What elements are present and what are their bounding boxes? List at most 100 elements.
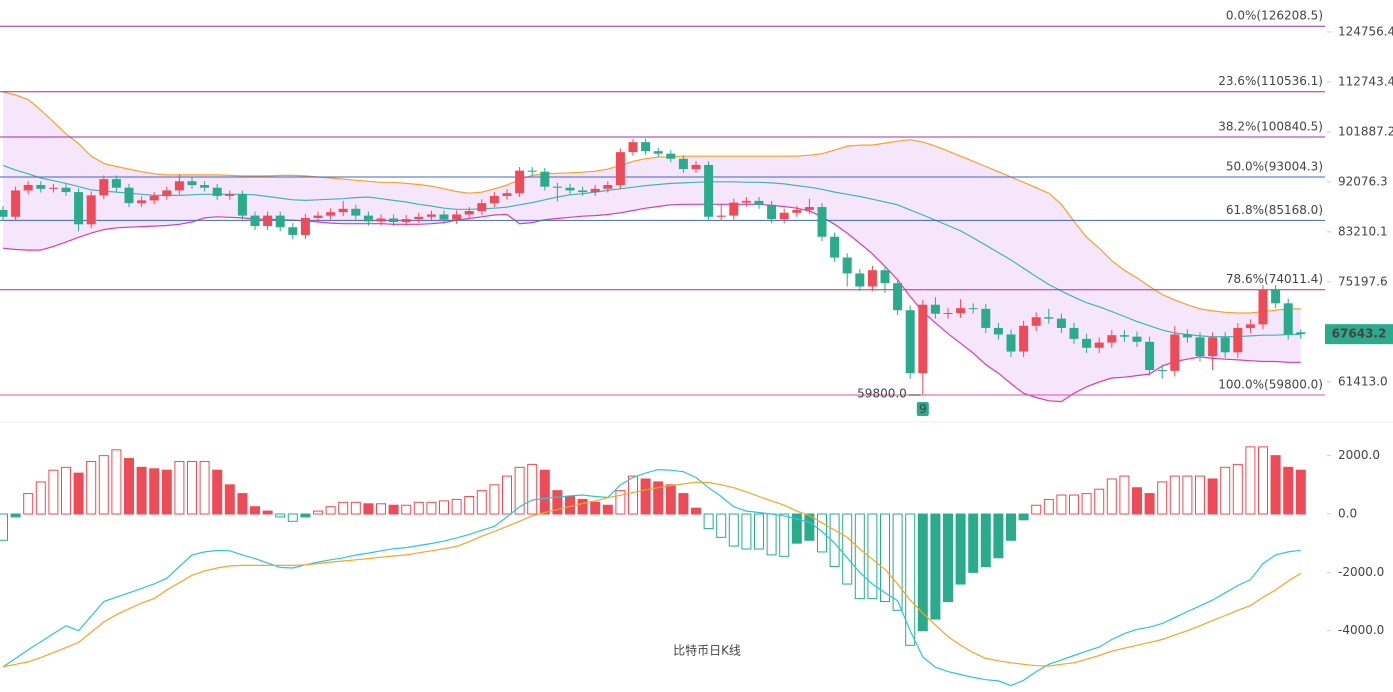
macd-bar <box>1043 498 1054 515</box>
macd-bar <box>930 513 941 620</box>
last-price-box <box>1325 324 1393 345</box>
macd-bar <box>0 513 8 541</box>
candle-body <box>905 310 915 374</box>
macd-bar <box>161 469 172 515</box>
candle-body <box>1296 332 1306 335</box>
macd-bar <box>703 513 714 530</box>
y-tick-label: 0.0 <box>1338 507 1357 521</box>
macd-bar <box>451 498 462 515</box>
macd-bar <box>527 463 538 515</box>
candle-body <box>1107 335 1117 343</box>
macd-bar <box>678 493 689 515</box>
macd-bar <box>350 501 361 515</box>
candle-body <box>880 270 890 284</box>
candle-body <box>111 179 121 188</box>
macd-bar <box>1056 494 1067 515</box>
macd-bar <box>1031 504 1042 515</box>
candle-body <box>767 204 777 220</box>
y-tick-label: 2000.0 <box>1338 448 1380 462</box>
candle-body <box>552 186 562 188</box>
candle-body <box>729 202 739 216</box>
macd-bar <box>1094 488 1105 515</box>
macd-bar <box>1006 513 1016 541</box>
macd-bar <box>275 513 286 518</box>
macd-bar <box>514 466 525 515</box>
candle-body <box>981 308 991 328</box>
macd-bar <box>1270 455 1281 515</box>
candle-body <box>389 218 399 222</box>
macd-bar <box>98 455 109 515</box>
candle-body <box>124 187 134 204</box>
macd-bar <box>287 513 298 522</box>
macd-bar <box>615 490 626 515</box>
candle-body <box>590 188 600 193</box>
macd-bar <box>905 513 916 646</box>
macd-bar <box>917 513 928 632</box>
band-line <box>2 91 1301 314</box>
y-tick-label: 83210.1 <box>1338 224 1388 238</box>
candle-body <box>855 273 865 287</box>
macd-bar <box>1195 475 1205 515</box>
macd-bar <box>212 469 223 515</box>
macd-bar <box>842 513 853 585</box>
macd-bar <box>224 484 235 515</box>
candle-body <box>565 187 575 191</box>
candle-body <box>1233 327 1243 353</box>
macd-bar <box>464 495 475 515</box>
candle-body <box>99 179 109 196</box>
macd-bar <box>413 501 424 515</box>
macd-bar <box>426 501 437 515</box>
candle-body <box>313 215 323 218</box>
candle-body <box>149 195 159 201</box>
macd-bar <box>300 513 311 518</box>
y-tick-label: 112743.4 <box>1338 74 1393 88</box>
candle-body <box>489 195 499 204</box>
candle-body <box>376 218 386 222</box>
candle-body <box>174 181 184 191</box>
fib-label: 23.6%(110536.1) <box>1218 74 1323 88</box>
candle-body <box>867 270 877 287</box>
macd-bar <box>439 500 449 515</box>
candle-body <box>1258 289 1268 325</box>
macd-bar <box>1144 493 1155 515</box>
candle-body <box>804 207 814 210</box>
candle-body <box>540 171 550 187</box>
low-label: 59800.0 <box>857 386 907 400</box>
candle-body <box>187 181 197 186</box>
candle-body <box>641 142 651 152</box>
macd-bar <box>111 449 122 515</box>
macd-bar <box>401 504 412 515</box>
candle-body <box>1208 337 1218 357</box>
candle-body <box>1082 338 1092 348</box>
macd-bar <box>817 513 827 553</box>
candle-body <box>363 215 373 222</box>
candle-body <box>250 215 260 227</box>
macd-bar <box>640 478 651 515</box>
macd-bar <box>552 490 563 515</box>
candle-body <box>1271 289 1281 304</box>
fib-label: 50.0%(93004.3) <box>1226 159 1323 173</box>
candle-body <box>1094 342 1104 348</box>
candle-body <box>414 216 424 220</box>
candle-body <box>678 158 688 170</box>
candle-body <box>704 164 714 217</box>
macd-bar <box>1283 466 1294 515</box>
macd-bar <box>1018 513 1029 521</box>
macd-bar <box>691 507 701 515</box>
macd-bar <box>489 484 500 515</box>
candle-body <box>817 207 827 237</box>
marker-label: 9 <box>919 402 927 416</box>
macd-bar <box>892 513 903 611</box>
candle-body <box>1157 370 1167 372</box>
macd-bar <box>502 475 512 515</box>
macd-bar <box>1119 475 1130 515</box>
candle-body <box>288 227 298 235</box>
y-tick-label: 124756.4 <box>1338 24 1393 38</box>
candle-body <box>578 190 588 193</box>
macd-line <box>2 481 1302 668</box>
candle-body <box>515 170 525 194</box>
macd-bar <box>250 506 260 515</box>
macd-bar <box>1081 493 1092 515</box>
candle-body <box>351 208 361 216</box>
